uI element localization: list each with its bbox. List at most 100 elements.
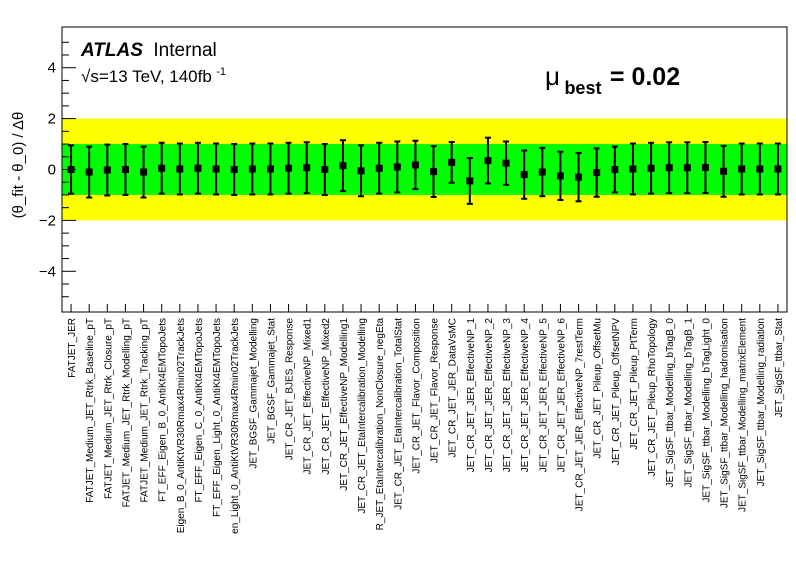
category-label: JET_CR_JET_JER_EffectiveNP_2 — [484, 318, 495, 473]
data-marker — [701, 163, 709, 171]
pull-point — [212, 142, 220, 196]
data-marker — [538, 168, 546, 176]
category-label: JET_SigSF_ttbar_Modelling_radiation — [756, 318, 767, 486]
data-marker — [629, 165, 637, 173]
category-label: JET_CR_JET_EffectiveNP_Mixed2 — [321, 318, 332, 475]
data-marker — [67, 166, 75, 173]
pull-point — [176, 142, 184, 196]
data-marker — [321, 166, 329, 173]
pull-point — [484, 136, 492, 185]
category-label: JET_CR_JET_JER_EffectiveNP_7restTerm — [575, 318, 586, 511]
pull-point — [593, 147, 601, 198]
data-marker — [357, 167, 365, 175]
pull-point — [756, 142, 764, 196]
category-label: JET_CR_JET_JER_EffectiveNP_4 — [520, 318, 531, 473]
category-label: JET_CR_JET_EffectiveNP_Modelling1 — [339, 318, 350, 491]
data-marker — [411, 161, 419, 169]
y-axis-title: (θ_fit - θ_0) / Δθ — [10, 112, 27, 219]
data-marker — [248, 165, 256, 173]
pull-point — [502, 140, 510, 186]
category-label: JET_CR_JET_Pileup_PtTerm — [629, 318, 640, 450]
data-marker — [176, 165, 184, 173]
data-marker — [611, 166, 619, 173]
category-label: JET_CR_JET_Pileup_OffsetNPV — [611, 318, 622, 465]
category-label: en_Light_0_AntiKtVR30Rmax4Rmin02TrackJet… — [230, 318, 241, 534]
category-label: JET_CR_JET_JER_EffectiveNP_6 — [556, 318, 567, 473]
pull-point — [411, 139, 419, 191]
y-tick-label: −4 — [39, 263, 56, 280]
pull-point — [647, 141, 655, 195]
pull-point — [520, 149, 528, 200]
pull-point — [430, 145, 438, 198]
category-label: FATJET_Medium_JET_Rtrk_Modelling_pT — [121, 318, 132, 507]
data-marker — [520, 171, 528, 179]
pull-point — [357, 144, 365, 198]
y-tick-label: −2 — [39, 212, 56, 229]
data-marker — [738, 165, 746, 173]
energy-text: √s=13 TeV, 140fb — [81, 67, 212, 86]
pull-point — [321, 143, 329, 196]
pull-point — [194, 141, 202, 195]
pull-point — [665, 141, 673, 195]
data-marker — [212, 165, 220, 173]
data-marker — [720, 167, 728, 175]
internal-text: Internal — [153, 40, 216, 61]
data-marker — [756, 165, 764, 173]
category-label: JET_CR_JET_JER_EffectiveNP_5 — [538, 318, 549, 473]
category-label: JET_CR_JET_Pileup_OffsetMu — [593, 318, 604, 458]
pull-point — [140, 145, 148, 199]
data-marker — [430, 168, 438, 176]
pull-point — [683, 141, 691, 195]
category-labels: FATJET_JER FATJET_Medium_JET_Rtrk_Baselin… — [67, 318, 785, 534]
pull-point — [701, 141, 709, 194]
category-label: JET_SigSF_ttbar_Modelling_matrixElement — [738, 318, 749, 512]
category-label: FATJET_Medium_JET_Rtrk_Baseline_pT — [85, 318, 96, 503]
category-label: JET_CR_JET_Pileup_RhoTopology — [647, 318, 658, 476]
pull-point — [230, 143, 238, 196]
category-label: JET_CR_JET_JER_DataVsMC — [448, 318, 459, 457]
category-label: JET_CR_JET_JER_EffectiveNP_3 — [502, 318, 513, 473]
pull-point — [738, 142, 746, 196]
data-marker — [339, 162, 347, 170]
y-axis: −4 −2 0 2 4 — [39, 41, 76, 298]
category-label: JET_BGSF_Gammajet_Modelling — [248, 318, 259, 469]
atlas-logo-text: ATLAS — [80, 40, 143, 61]
data-marker — [556, 172, 564, 180]
data-marker — [194, 164, 202, 172]
data-marker — [158, 164, 166, 172]
pull-point — [121, 143, 129, 196]
pull-point — [375, 141, 383, 195]
data-marker — [303, 164, 311, 172]
data-marker — [121, 166, 129, 173]
pull-point — [158, 141, 166, 195]
category-label: FT_EFF_Eigen_B_0_AntiKt4EMTopoJets — [158, 318, 169, 502]
one-sigma-band — [62, 144, 787, 195]
category-label: JET_CR_JET_JER_EffectiveNP_1 — [466, 318, 477, 473]
x-axis — [70, 304, 779, 312]
data-marker — [266, 165, 274, 173]
category-label: JET_SigSF_ttbar_Stat — [774, 318, 785, 418]
category-label: JET_CR_JET_BJES_Response — [285, 318, 296, 461]
data-marker — [230, 166, 238, 173]
pull-point — [85, 145, 93, 199]
data-marker — [85, 168, 93, 176]
category-label: FT_EFF_Eigen_Light_0_AntiKt4EMTopoJets — [212, 318, 223, 517]
data-marker — [774, 165, 782, 173]
category-label: JET_SigSF_ttbar_Modelling_bTagB_0 — [665, 318, 676, 488]
data-marker — [375, 164, 383, 172]
mu-symbol: μ — [545, 61, 560, 91]
y-tick-label: 2 — [48, 111, 56, 128]
category-label: FATJET_JER — [67, 318, 78, 378]
data-marker — [502, 159, 510, 167]
category-label: JET_BGSF_Gammajet_Stat — [266, 318, 277, 444]
pull-point — [339, 139, 347, 193]
pull-point — [720, 144, 728, 198]
data-points — [67, 136, 782, 205]
pull-point — [538, 146, 546, 198]
category-label: Eigen_B_0_AntiKtVR30Rmax4Rmin02TrackJets — [176, 318, 187, 533]
data-marker — [285, 164, 293, 172]
data-marker — [575, 173, 583, 181]
pull-point — [103, 143, 111, 197]
category-label: FATJET_Medium_JET_Rtrk_Tracking_pT — [140, 318, 151, 503]
